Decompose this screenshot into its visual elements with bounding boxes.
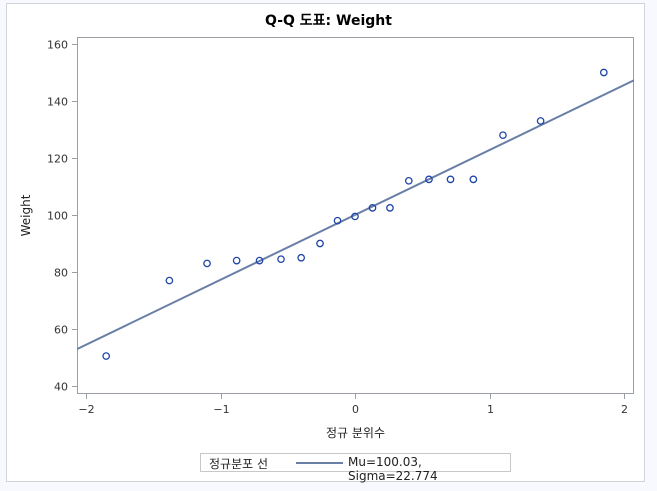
data-point <box>386 204 394 212</box>
legend-entry: Mu=100.03, Sigma=22.774 <box>348 455 438 483</box>
data-point <box>351 212 359 221</box>
data-point <box>165 276 174 285</box>
y-tick-label: 40 <box>54 381 68 394</box>
x-tick-label: −1 <box>213 403 229 416</box>
y-tick-label: 80 <box>54 267 68 280</box>
x-tick-label: 1 <box>487 403 494 416</box>
y-tick-label: 160 <box>47 39 68 52</box>
data-point <box>368 204 377 212</box>
data-point <box>102 352 111 360</box>
normal-reference-line <box>77 79 634 350</box>
legend-title: 정규분포 선 <box>209 457 269 471</box>
x-tick-label: 2 <box>621 403 628 416</box>
data-point <box>446 175 455 184</box>
data-point <box>599 68 608 77</box>
data-point <box>425 175 433 184</box>
x-axis-label: 정규 분위수 <box>326 426 385 440</box>
data-point <box>499 131 507 140</box>
data-point <box>277 255 285 264</box>
x-tick-label: −2 <box>78 403 94 416</box>
chart-frame <box>6 3 645 482</box>
data-point <box>536 117 545 125</box>
x-tick-label: 0 <box>352 403 359 416</box>
data-point <box>404 176 413 185</box>
data-point <box>203 259 211 268</box>
y-axis-label: Weight <box>19 194 33 236</box>
y-tick-label: 120 <box>47 153 68 166</box>
data-point <box>333 216 342 225</box>
y-tick-label: 60 <box>54 324 68 337</box>
data-point <box>232 256 241 265</box>
data-point <box>297 253 306 262</box>
y-tick-label: 100 <box>47 210 68 223</box>
legend-line-swatch <box>296 462 343 464</box>
data-point <box>469 175 478 184</box>
legend: 정규분포 선 Mu=100.03, Sigma=22.774 <box>200 453 511 483</box>
y-tick-label: 140 <box>47 96 68 109</box>
data-point <box>316 239 324 248</box>
plot-area-border <box>77 37 634 394</box>
data-point <box>255 256 264 265</box>
chart-title: Q-Q 도표: Weight <box>265 13 392 29</box>
